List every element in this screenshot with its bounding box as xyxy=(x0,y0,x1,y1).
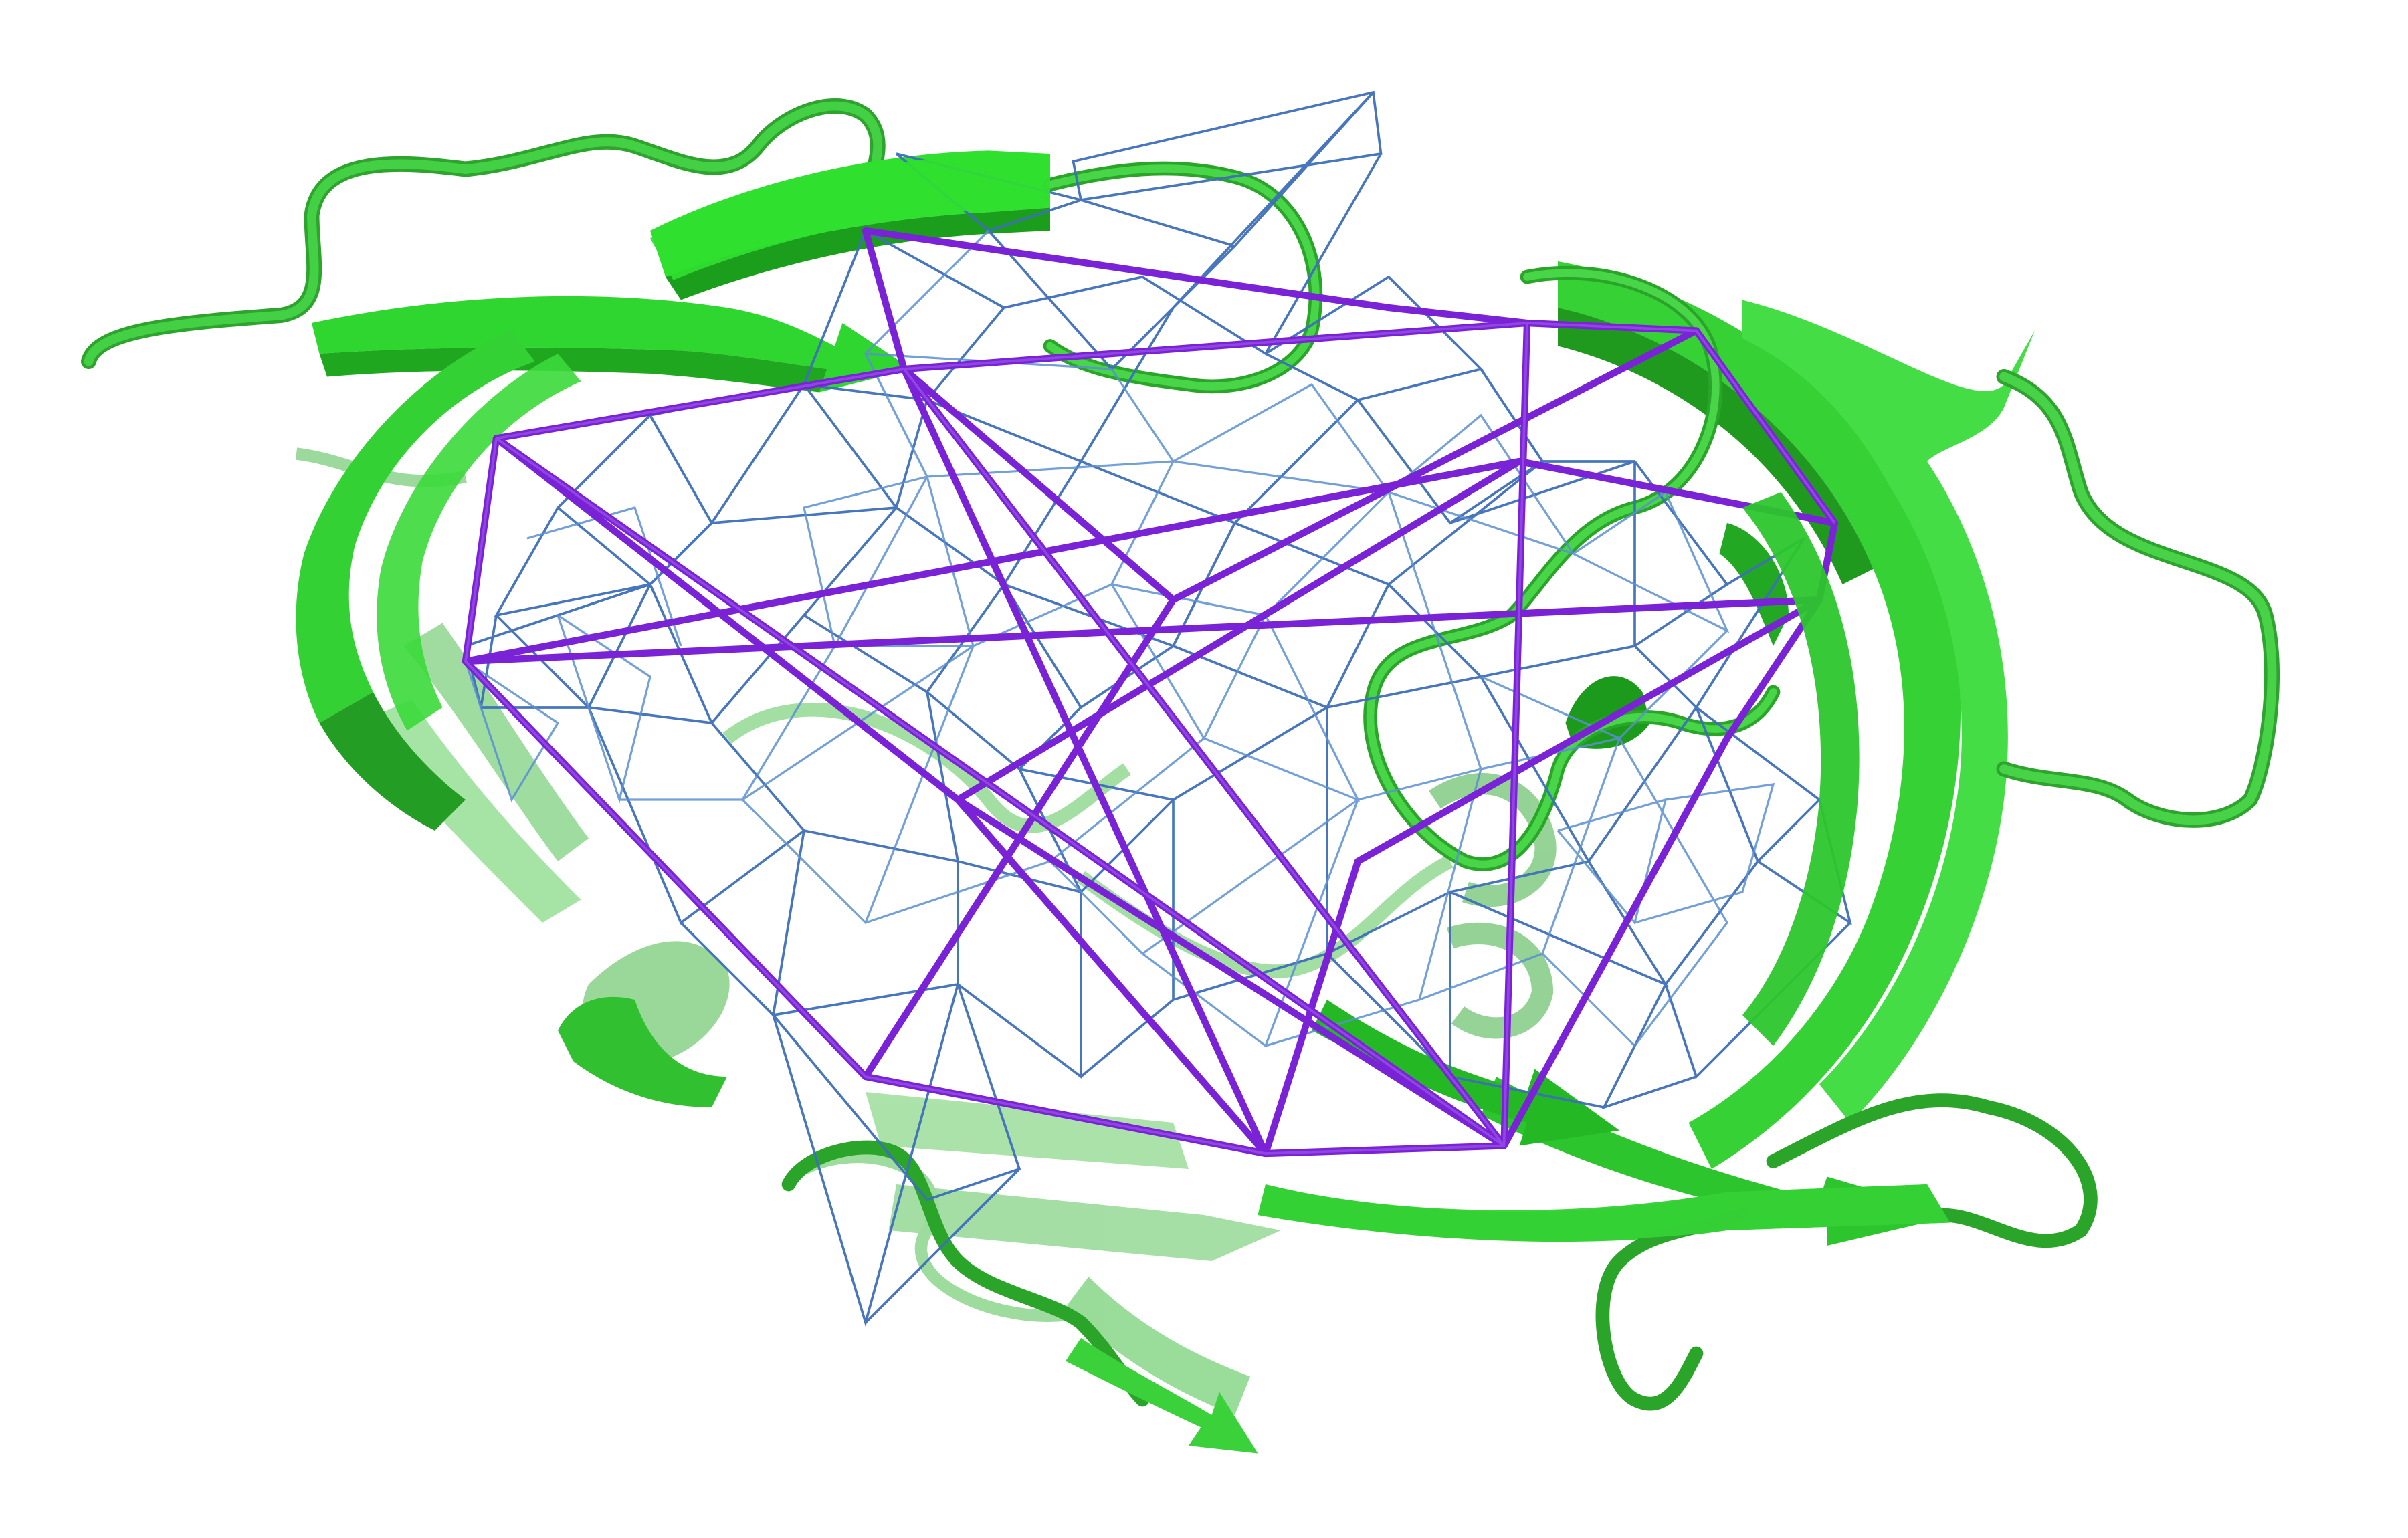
coil-bottom-left xyxy=(781,1140,1150,1407)
sheet-right-outer xyxy=(1742,300,2035,1123)
purple-frame-highlight xyxy=(464,322,1836,1155)
network-purple-highlight xyxy=(464,322,1836,1155)
strand-lower-right-arrow xyxy=(1312,1000,1619,1146)
strand-top-front xyxy=(650,154,1050,280)
rear-sheet-bottom xyxy=(866,1092,1189,1169)
sheet-left-sweep-2 xyxy=(377,354,581,731)
coil-top-left-highlight xyxy=(84,101,883,366)
coil-right xyxy=(1996,369,2280,828)
coil-mid-right-highlight xyxy=(1366,269,1777,869)
coil-right-highlight xyxy=(1999,372,2277,825)
rear-sheet-lower-right xyxy=(1066,1277,1250,1415)
sheet-left-sweep-shade xyxy=(319,692,466,831)
coil-bottom-right xyxy=(1595,1093,2098,1411)
rear-helix-right-2 xyxy=(1446,922,1554,1039)
sheet-right-arc xyxy=(1558,261,1961,1169)
helix-right-small-2 xyxy=(1719,523,1789,646)
strand-bottom-arrow xyxy=(1066,1338,1258,1454)
sheet-left-sweep xyxy=(296,330,535,723)
rear-sheet-left-2 xyxy=(404,623,589,861)
strand-top-left-shade xyxy=(319,347,827,393)
coil-top-middle-highlight xyxy=(1046,164,1320,391)
sheet-right-arc-front xyxy=(1742,492,1860,1046)
helix-lower-left xyxy=(558,996,727,1107)
protein-backbone-overlay xyxy=(650,154,1950,1241)
strand-top-left xyxy=(312,296,912,393)
sheet-right-arc-shade xyxy=(1558,308,1874,584)
rear-sheet-bottom-2 xyxy=(888,1184,1281,1261)
strand-bottom-front xyxy=(1258,1184,1950,1241)
rear-loop-bottom xyxy=(801,1150,1066,1322)
strand-top-shade xyxy=(666,207,1050,300)
protein-backbone-rear xyxy=(295,447,1557,1415)
